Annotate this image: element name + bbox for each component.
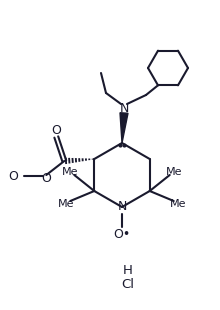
Text: H: H xyxy=(123,264,133,277)
Text: O•: O• xyxy=(113,228,131,241)
Text: O: O xyxy=(41,171,51,184)
Text: Me: Me xyxy=(62,167,79,177)
Text: Me: Me xyxy=(58,199,75,209)
Text: O: O xyxy=(8,170,18,183)
Text: Cl: Cl xyxy=(121,278,134,291)
Text: O: O xyxy=(51,123,61,136)
Text: N: N xyxy=(117,201,127,214)
Text: N: N xyxy=(119,103,129,116)
Text: Me: Me xyxy=(165,167,182,177)
Text: Me: Me xyxy=(169,199,186,209)
Polygon shape xyxy=(120,113,128,143)
